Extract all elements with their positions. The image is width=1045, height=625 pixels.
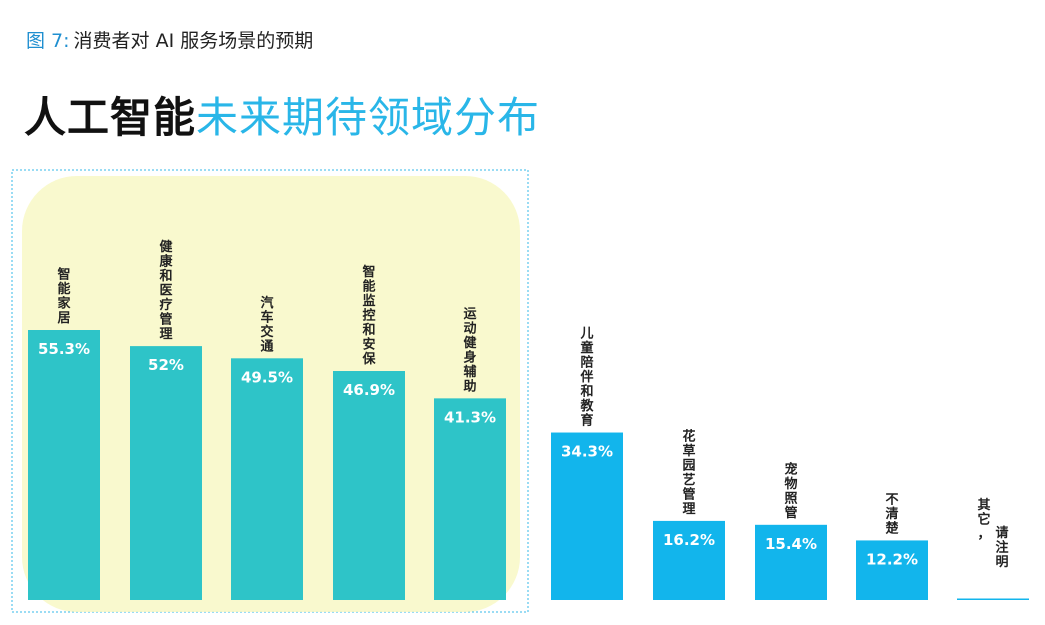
bar-1 [28,330,100,600]
bar-10 [957,598,1029,600]
chart-title: 人工智能未来期待领域分布 [24,84,540,145]
figure-number: 图 7: [26,30,70,52]
bar-7 [653,520,725,600]
value-label-10: 0.1% [972,574,1014,592]
category-label-9: 不清楚 [885,492,899,536]
category-label-4: 智能监控和安保 [361,264,376,367]
value-label-4: 46.9% [343,381,395,399]
figure-caption: 图 7: 消费者对 AI 服务场景的预期 [26,26,313,53]
figure-caption-text: 消费者对 AI 服务场景的预期 [73,30,314,52]
chart-title-part1: 人工智能 [24,93,197,142]
category-label-5: 运动健身辅助 [463,307,476,395]
category-label-2: 健康和医疗管理 [159,239,173,342]
category-label-8: 宠物照管 [784,461,797,521]
category-label-1: 智能家居 [57,267,71,327]
value-label-9: 12.2% [866,550,918,568]
value-label-7: 16.2% [663,531,715,549]
category-label-6: 儿童陪伴和教育 [579,327,594,429]
value-label-8: 15.4% [765,535,817,553]
chart-title-part2: 未来期待领域分布 [196,93,541,142]
bar-8 [755,524,827,600]
value-label-5: 41.3% [444,408,496,426]
value-label-1: 55.3% [38,340,90,358]
value-label-6: 34.3% [561,443,613,461]
bar-4 [333,371,405,600]
bars-group: 55.3% 智能家居 52% 健康和医疗管理 49.5% 汽车交通 46.9% 智能监控和安保… [28,239,1029,600]
bar-5 [434,398,506,600]
category-label-3: 汽车交通 [260,295,273,355]
bar-3 [231,358,303,600]
value-label-2: 52% [148,356,184,374]
bar-6 [551,432,623,600]
category-label-7: 花草园艺管理 [682,428,695,517]
bar-9 [856,540,928,600]
value-label-3: 49.5% [241,368,293,386]
bar-2 [130,346,202,600]
category-label-10: 其它， 请注明 [977,497,1008,570]
